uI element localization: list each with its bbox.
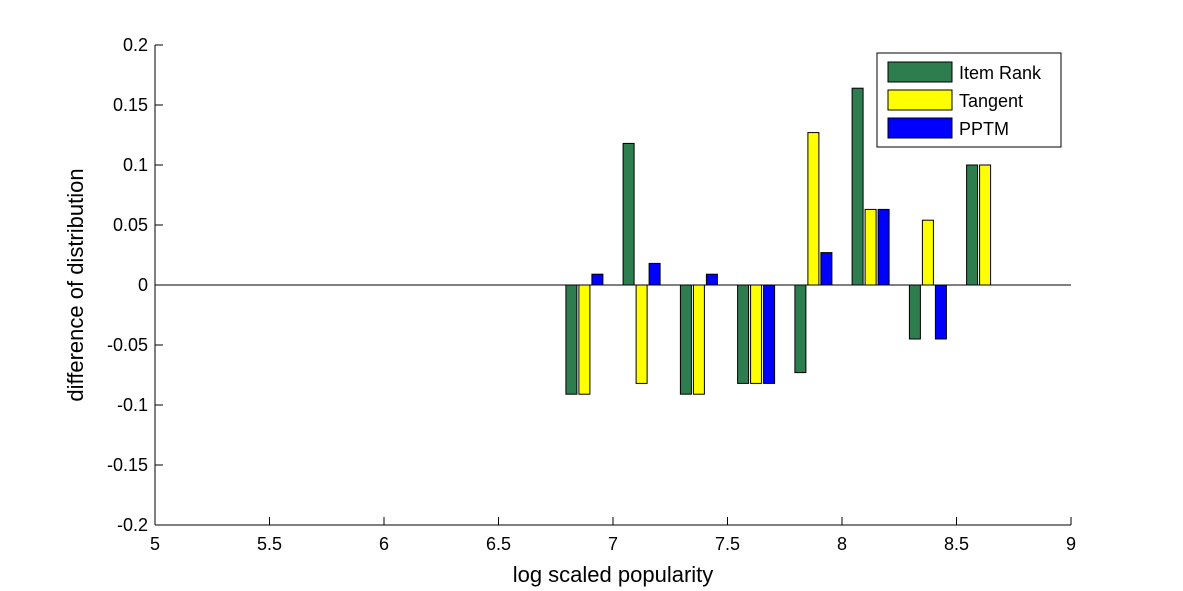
- bar-pptm: [877, 208, 890, 286]
- x-tick-label: 5: [150, 534, 160, 554]
- y-tick-label: -0.05: [107, 335, 148, 355]
- y-tick-label: 0.15: [113, 95, 148, 115]
- x-tick-label: 8: [837, 534, 847, 554]
- bar-tangent: [921, 219, 934, 286]
- bar-tangent: [750, 284, 763, 384]
- y-tick-label: 0: [138, 275, 148, 295]
- bar-pptm: [934, 284, 947, 340]
- x-tick-label: 7.5: [715, 534, 740, 554]
- y-tick-label: 0.05: [113, 215, 148, 235]
- legend-swatch-tangent: [887, 89, 953, 111]
- bar-item-rank: [966, 164, 979, 286]
- bar-item-rank: [794, 284, 807, 374]
- x-tick-label: 5.5: [257, 534, 282, 554]
- bar-item-rank: [737, 284, 750, 384]
- bar-tangent: [578, 284, 591, 395]
- y-tick-label: -0.1: [117, 395, 148, 415]
- x-tick-label: 9: [1066, 534, 1076, 554]
- legend-label-item-rank: Item Rank: [959, 63, 1042, 83]
- bar-item-rank: [679, 284, 692, 395]
- bar-tangent: [979, 164, 992, 286]
- bar-pptm: [820, 252, 833, 286]
- bar-pptm: [705, 273, 718, 286]
- bar-pptm: [763, 284, 776, 384]
- bar-pptm: [591, 273, 604, 286]
- y-tick-label: 0.2: [123, 35, 148, 55]
- legend-swatch-pptm: [887, 117, 953, 139]
- y-tick-label: -0.15: [107, 455, 148, 475]
- bar-pptm: [648, 262, 661, 286]
- legend-label-pptm: PPTM: [959, 119, 1009, 139]
- legend-swatch-item-rank: [887, 61, 953, 83]
- x-tick-label: 7: [608, 534, 618, 554]
- bar-tangent: [635, 284, 648, 384]
- bar-tangent: [864, 208, 877, 286]
- x-tick-label: 8.5: [944, 534, 969, 554]
- legend: Item Rank Tangent PPTM: [876, 52, 1062, 148]
- bar-item-rank: [851, 87, 864, 286]
- y-tick-label: -0.2: [117, 515, 148, 535]
- bar-item-rank: [908, 284, 921, 340]
- x-tick-label: 6.5: [486, 534, 511, 554]
- bars-layer: [565, 87, 992, 395]
- y-axis-label: difference of distribution: [63, 168, 88, 401]
- bar-item-rank: [622, 142, 635, 286]
- bar-tangent: [692, 284, 705, 395]
- x-axis-label: log scaled popularity: [513, 562, 714, 587]
- y-tick-label: 0.1: [123, 155, 148, 175]
- legend-label-tangent: Tangent: [959, 91, 1023, 111]
- axes-layer: 5 5.5 6 6.5 7 7.5 8 8.5 9 0.2 0.15 0.1 0.05 0 -0.05 -0.…: [107, 35, 1076, 554]
- x-tick-label: 6: [379, 534, 389, 554]
- bar-tangent: [807, 132, 820, 286]
- bar-item-rank: [565, 284, 578, 395]
